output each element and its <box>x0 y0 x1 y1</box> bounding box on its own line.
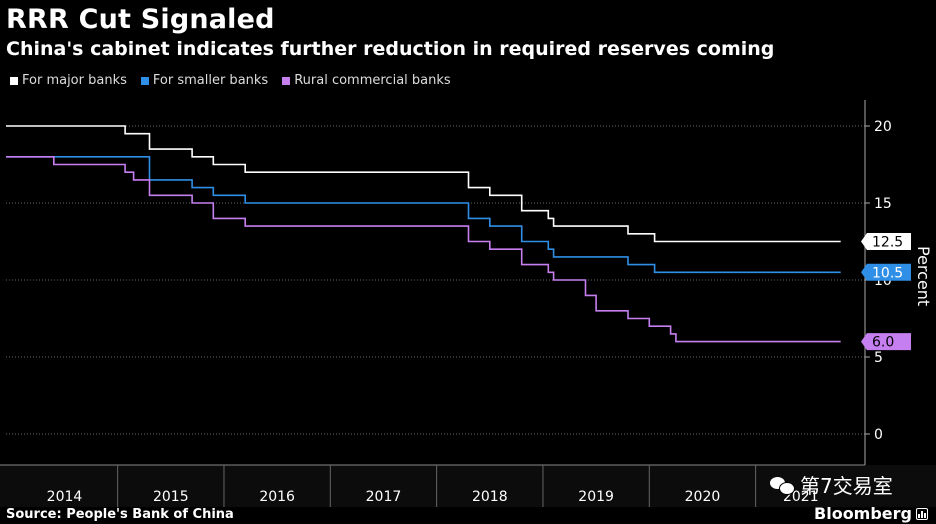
watermark-text: 第7交易室 <box>800 474 893 498</box>
end-label-tag-0 <box>861 233 911 250</box>
end-label-tag-1 <box>861 263 911 281</box>
wechat-icon <box>770 475 795 495</box>
chart-subtitle: China's cabinet indicates further reduct… <box>6 38 775 60</box>
legend-swatch-rural <box>282 76 291 85</box>
legend-label-major: For major banks <box>22 73 127 88</box>
legend-swatch-major <box>10 76 18 85</box>
bar-chart-icon <box>916 507 928 520</box>
x-tick-label-2016: 2016 <box>259 489 295 505</box>
brand-logo: Bloomberg <box>814 504 928 523</box>
x-tick-label-2018: 2018 <box>472 489 508 505</box>
chart-title: RRR Cut Signaled <box>6 4 275 35</box>
brand-name: Bloomberg <box>814 504 912 523</box>
source-note: Source: People's Bank of China <box>6 507 234 522</box>
y-tick-label-15: 15 <box>874 196 892 212</box>
watermark: 第7交易室 <box>770 470 893 499</box>
legend-label-smaller: For smaller banks <box>152 73 269 88</box>
end-label-2: 6.0 <box>872 335 894 351</box>
series-line-0 <box>6 125 841 243</box>
y-axis-title: Percent <box>914 246 933 306</box>
legend-swatch-smaller <box>140 76 149 85</box>
legend: For major banks For smaller banks Rural … <box>10 73 451 88</box>
legend-item-smaller: For smaller banks <box>140 73 269 88</box>
end-label-1: 10.5 <box>872 265 903 281</box>
end-label-tag-2 <box>861 333 911 351</box>
x-tick-label-2017: 2017 <box>366 489 402 505</box>
x-tick-label-2015: 2015 <box>153 489 189 505</box>
legend-label-rural: Rural commercial banks <box>294 73 451 88</box>
series-line-1 <box>6 156 841 274</box>
y-tick-label-0: 0 <box>874 427 883 443</box>
x-tick-label-2019: 2019 <box>578 489 614 505</box>
y-tick-label-5: 5 <box>874 350 883 366</box>
y-tick-label-20: 20 <box>874 119 892 135</box>
end-label-0: 12.5 <box>872 235 903 251</box>
x-tick-label-2020: 2020 <box>685 489 721 505</box>
x-tick-label-2014: 2014 <box>47 489 83 505</box>
legend-item-rural: Rural commercial banks <box>282 73 451 88</box>
series-line-2 <box>6 156 841 343</box>
legend-item-major: For major banks <box>10 73 127 88</box>
